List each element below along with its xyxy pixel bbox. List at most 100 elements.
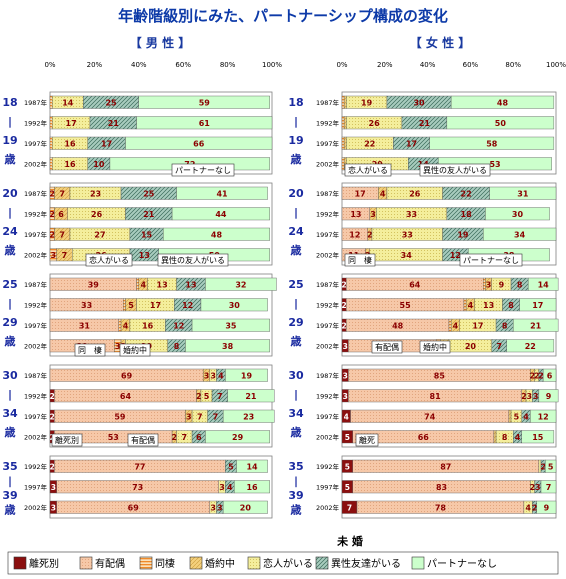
year-label: 1992年 (316, 118, 340, 127)
bar-value-label: 17 (472, 321, 483, 330)
x-tick-label: 100% (262, 61, 282, 69)
age-label: 35 (2, 460, 17, 473)
bar-value-label: 53 (489, 160, 500, 169)
year-label: 1992年 (24, 209, 48, 218)
age-label: 18 (288, 96, 303, 109)
bar-value-label: 6 (547, 371, 553, 380)
annotation-box (344, 163, 392, 177)
bar-value-label: 3 (210, 503, 216, 512)
bar-value-label: 17 (355, 189, 366, 198)
bar-value-label: 20 (465, 342, 477, 351)
bar-segment-dousei (49, 157, 53, 171)
age-label: 29 (2, 316, 17, 329)
bar-value-label: 13 (185, 280, 196, 289)
bar-value-label: 16 (142, 321, 154, 330)
year-label: 2002年 (24, 250, 48, 259)
age-label: 歳 (5, 425, 16, 439)
year-label: 2002年 (316, 159, 340, 168)
age-label: | (8, 297, 12, 310)
bar-value-label: 3 (526, 392, 532, 401)
legend-swatch-koibito (247, 556, 261, 570)
year-label: 1997年 (24, 230, 48, 239)
bar-value-label: 33 (402, 230, 413, 239)
bar-value-label: 8 (508, 301, 514, 310)
bar-value-label: 16 (64, 139, 76, 148)
bar-value-label: 13 (350, 210, 361, 219)
age-label: 18 (2, 96, 17, 109)
bar-value-label: 3 (343, 392, 348, 401)
bar-segment-dousei (123, 298, 126, 312)
annotation-box (171, 163, 235, 177)
bar-value-label: 22 (364, 139, 375, 148)
bar-value-label: 39 (88, 280, 100, 289)
year-label: 2002年 (24, 159, 48, 168)
bar-value-label: 14 (62, 98, 74, 107)
bar-value-label: 4 (380, 189, 386, 198)
annotation-label: 婚約中 (123, 345, 147, 355)
age-label: 20 (288, 187, 304, 200)
bar-segment-dousei (118, 318, 122, 332)
bar-segment-dousei (341, 95, 345, 109)
annotation-label: パートナーなし (463, 256, 519, 265)
bar-value-label: 19 (241, 371, 253, 380)
bar-segment-nashi (138, 95, 270, 109)
bar-value-label: 12 (182, 301, 193, 310)
age-label: 歳 (291, 243, 302, 257)
annotation-box (459, 253, 523, 267)
bar-value-label: 25 (143, 189, 155, 198)
year-label: 1992年 (24, 300, 48, 309)
age-label: 歳 (5, 152, 16, 166)
bar-segment-dousei (49, 95, 53, 109)
bar-value-label: 34 (514, 230, 526, 239)
bar-value-label: 17 (150, 301, 161, 310)
bar-value-label: 35 (225, 321, 237, 330)
bar-segment-konyaku (343, 136, 347, 150)
age-label: | (8, 388, 12, 401)
bar-value-label: 4 (218, 371, 224, 380)
legend-label: 異性友達がいる (331, 557, 401, 570)
bar-segment-nashi (538, 389, 559, 403)
bar-value-label: 69 (121, 371, 133, 380)
bar-segment-nashi (200, 298, 268, 312)
bar-value-label: 31 (517, 189, 529, 198)
bar-value-label: 59 (114, 412, 126, 421)
bar-value-label: 55 (400, 301, 412, 310)
bar-value-label: 33 (406, 210, 417, 219)
bar-segment-dousei (49, 116, 53, 130)
note-label: 未 婚 (336, 534, 363, 548)
annotation-label: 同 棲 (348, 255, 372, 265)
bar-segment-nashi (506, 339, 555, 353)
x-tick-label: 60% (175, 61, 191, 69)
bar-value-label: 2 (521, 392, 527, 401)
year-label: 2002年 (316, 503, 340, 512)
bar-value-label: 2 (49, 189, 55, 198)
bar-value-label: 3 (486, 280, 492, 289)
bar-value-label: 20 (240, 503, 252, 512)
bar-segment-konyaku (343, 95, 347, 109)
annotation-box (419, 340, 451, 354)
year-label: 2002年 (316, 250, 340, 259)
annotation-label: 同 棲 (78, 345, 102, 355)
legend-frame (7, 551, 559, 575)
bar-segment-nashi (530, 409, 557, 423)
x-tick-label: 20% (87, 61, 103, 69)
annotation-box (119, 343, 151, 357)
bar-segment-nashi (234, 480, 270, 494)
year-label: 1987年 (316, 280, 340, 289)
bar-segment-nashi (429, 136, 555, 150)
bar-value-label: 12 (173, 321, 184, 330)
bar-value-label: 3 (370, 210, 376, 219)
legend-swatch-yuujin (315, 556, 329, 570)
annotation-label: 異性の友人がいる (423, 165, 487, 175)
age-label: | (8, 206, 12, 219)
bar-value-label: 2 (342, 321, 347, 330)
bar-value-label: 17 (101, 139, 112, 148)
year-label: 1987年 (24, 98, 48, 107)
bar-segment-nashi (513, 318, 559, 332)
year-label: 1987年 (24, 280, 48, 289)
bar-value-label: 2 (50, 392, 55, 401)
bar-value-label: 7 (213, 412, 219, 421)
x-tick-label: 40% (420, 61, 436, 69)
year-label: 1992年 (316, 209, 340, 218)
annotation-box (127, 433, 159, 447)
